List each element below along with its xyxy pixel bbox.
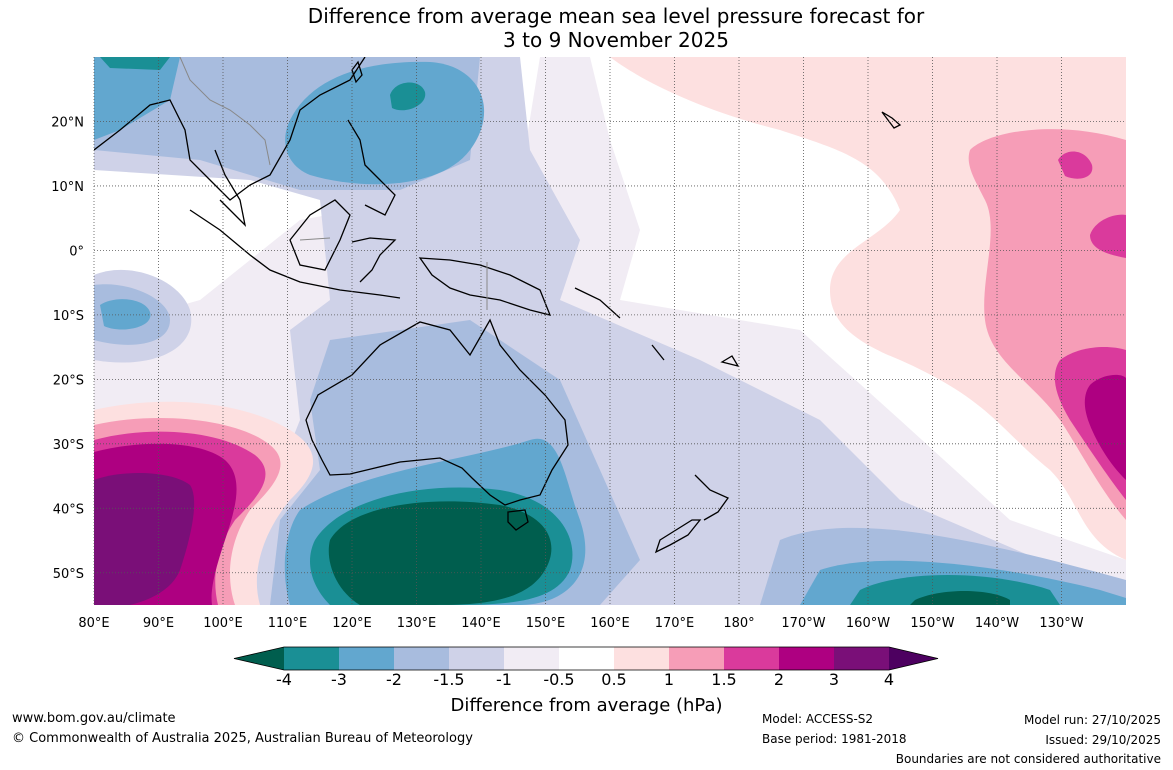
colorbar-segment: [504, 647, 559, 670]
philippines-coast: [347, 119, 396, 216]
contour-pos3-sw: [94, 473, 195, 605]
longitude-tick-label: 110°E: [268, 616, 308, 631]
sumatra-java-coast: [189, 209, 401, 299]
borneo-coast: [289, 199, 351, 271]
colorbar-label: Difference from average (hPa): [450, 695, 723, 716]
colorbar-segment: [449, 647, 504, 670]
website-link[interactable]: www.bom.gov.au/climate: [12, 711, 176, 726]
colorbar-tick-label: 0.5: [601, 670, 627, 689]
sulawesi-coast: [351, 237, 397, 283]
hawaii-coast: [881, 111, 902, 129]
coastlines: [94, 57, 902, 554]
colorbar-segment: [284, 647, 339, 670]
latitude-tick-label: 20°N: [51, 115, 84, 130]
latitude-tick-label: 0°: [69, 244, 84, 259]
new-caledonia-coast: [651, 344, 665, 361]
contour-neg4: [328, 501, 552, 605]
title-line-2: 3 to 9 November 2025: [503, 28, 729, 52]
colorbar-min-arrow: [234, 647, 284, 670]
contour-neg2: [94, 57, 180, 140]
colorbar-segment: [339, 647, 394, 670]
longitude-tick-label: 170°E: [655, 616, 695, 631]
longitude-tick-label: 170°W: [781, 616, 825, 631]
contour-neg3-se: [850, 575, 1060, 605]
latitude-tick-label: 20°S: [53, 373, 84, 388]
colorbar-segment: [724, 647, 779, 670]
model-run-date: Model run: 27/10/2025: [1023, 713, 1161, 727]
colorbar-tick-label: -3: [331, 670, 347, 689]
contour-pos15-ne: [1090, 214, 1126, 258]
longitude-tick-label: 80°E: [78, 616, 109, 631]
boundaries-disclaimer: Boundaries are not considered authoritat…: [895, 752, 1161, 766]
longitude-tick-label: 140°W: [975, 616, 1019, 631]
contour-neg3-ph: [390, 82, 426, 111]
tasmania-coast: [507, 509, 529, 531]
new-zealand-coast: [654, 474, 729, 554]
colorbar-tick-label: -1: [496, 670, 512, 689]
latitude-tick-label: 10°N: [51, 180, 84, 195]
latitude-labels: 20°N 10°N 0° 10°S 20°S 30°S 40°S 50°S: [51, 115, 84, 581]
contour-pos15-ne2: [1058, 151, 1093, 179]
colorbar-segment: [614, 647, 669, 670]
solomon-islands-coast: [574, 287, 621, 319]
country-borders: [179, 57, 488, 310]
contour-neg2-ph: [285, 61, 485, 185]
title-line-1: Difference from average mean sea level p…: [307, 4, 925, 28]
colorbar-outline: [233, 646, 939, 671]
fiji-coast: [720, 355, 740, 368]
colorbar: [233, 646, 939, 671]
longitude-tick-label: 140°E: [461, 616, 501, 631]
colorbar-segment: [669, 647, 724, 670]
colorbar-tick-label: -1.5: [433, 670, 465, 689]
issued-date: Issued: 29/10/2025: [1045, 733, 1161, 747]
colorbar-segment: [394, 647, 449, 670]
colorbar-tick-label: 1.5: [711, 670, 737, 689]
map-title: Difference from average mean sea level p…: [0, 4, 1173, 52]
longitude-tick-label: 130°E: [397, 616, 437, 631]
longitude-tick-label: 180°: [723, 616, 754, 631]
longitude-tick-label: 160°E: [590, 616, 630, 631]
new-guinea-coast: [418, 257, 552, 316]
longitude-tick-label: 160°W: [846, 616, 890, 631]
longitude-tick-label: 120°E: [332, 616, 372, 631]
model-name: Model: ACCESS-S2: [762, 712, 874, 726]
taiwan-coast: [351, 60, 363, 84]
latitude-tick-label: 40°S: [53, 502, 84, 517]
base-period: Base period: 1981-2018: [762, 732, 907, 746]
asia-coast: [94, 57, 366, 201]
colorbar-tick-label: 2: [773, 670, 785, 689]
contour-pos2: [1084, 374, 1126, 480]
colorbar-tick-label: -0.5: [543, 670, 575, 689]
longitude-tick-label: 150°E: [526, 616, 566, 631]
longitude-tick-label: 150°W: [910, 616, 954, 631]
colorbar-max-arrow: [889, 647, 938, 670]
colorbar-tick-label: -4: [276, 670, 292, 689]
copyright-text: © Commonwealth of Australia 2025, Austra…: [12, 731, 473, 746]
colorbar-tick-label: -2: [386, 670, 402, 689]
contour-neg4-se: [910, 591, 1010, 605]
longitude-tick-label: 100°E: [203, 616, 243, 631]
longitude-tick-label: 130°W: [1039, 616, 1083, 631]
longitude-labels: 80°E 90°E 100°E 110°E 120°E 130°E 140°E 150°E 16…: [78, 616, 1083, 631]
colorbar-tick-label: 1: [663, 670, 675, 689]
colorbar-segment: [779, 647, 834, 670]
latitude-tick-label: 30°S: [53, 438, 84, 453]
longitude-tick-label: 90°E: [143, 616, 174, 631]
contour-neg3-nw: [100, 57, 170, 70]
graticule: [93, 57, 1126, 605]
colorbar-tick-label: 4: [883, 670, 895, 689]
contour-neg2-west: [100, 299, 151, 330]
colorbar-segment: [834, 647, 889, 670]
malay-peninsula-coast: [214, 149, 247, 227]
latitude-tick-label: 50°S: [53, 567, 84, 582]
colorbar-segment: [559, 647, 614, 670]
latitude-tick-label: 10°S: [53, 309, 84, 324]
australia-coast: [305, 318, 569, 506]
colorbar-tick-label: 3: [828, 670, 840, 689]
